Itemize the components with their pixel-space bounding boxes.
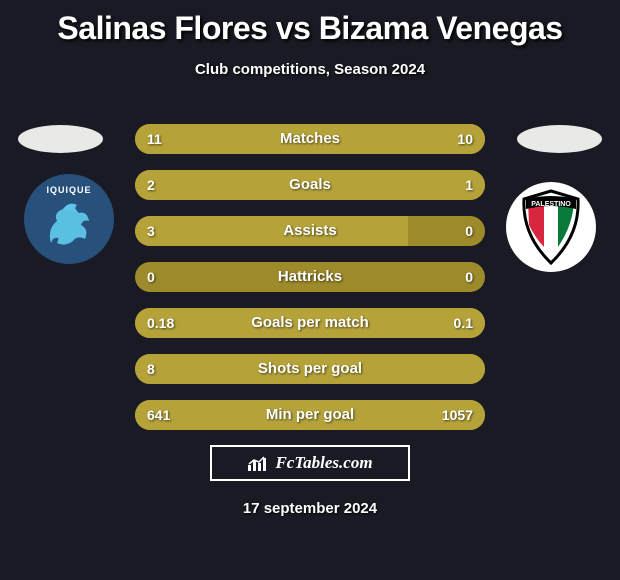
stat-value-right: 1	[465, 170, 473, 200]
stat-value-right: 0	[465, 262, 473, 292]
stat-row: Assists3 0	[135, 216, 485, 246]
stat-label: Hattricks	[135, 262, 485, 292]
stat-row: Shots per goal8	[135, 354, 485, 384]
team-badge-left: IQUIQUE	[24, 174, 114, 264]
stat-value-right: 0	[465, 216, 473, 246]
stat-value-right: 10	[457, 124, 473, 154]
svg-text:PALESTINO: PALESTINO	[531, 201, 571, 208]
player-pill-right	[517, 125, 602, 153]
stat-label: Goals	[135, 170, 485, 200]
chart-icon	[247, 454, 269, 472]
stat-label: Shots per goal	[135, 354, 485, 384]
stat-row: Hattricks0 0	[135, 262, 485, 292]
team-badge-right: PALESTINO	[506, 182, 596, 272]
team-badge-left-label: IQUIQUE	[29, 185, 109, 195]
stat-value-left: 641	[147, 400, 170, 430]
stat-row: Matches11 10	[135, 124, 485, 154]
stat-label: Goals per match	[135, 308, 485, 338]
stat-value-left: 8	[147, 354, 155, 384]
stat-label: Assists	[135, 216, 485, 246]
stat-row: Goals per match0.18 0.1	[135, 308, 485, 338]
player-pill-left	[18, 125, 103, 153]
page-subtitle: Club competitions, Season 2024	[0, 61, 620, 78]
stat-row: Min per goal641 1057	[135, 400, 485, 430]
stat-value-left: 0	[147, 262, 155, 292]
stat-value-left: 11	[147, 124, 162, 154]
stat-value-right: 0.1	[454, 308, 473, 338]
date-text: 17 september 2024	[0, 500, 620, 517]
page-title: Salinas Flores vs Bizama Venegas	[0, 0, 620, 47]
stat-value-left: 2	[147, 170, 155, 200]
brand-text: FcTables.com	[275, 453, 372, 473]
stat-label: Min per goal	[135, 400, 485, 430]
stat-row: Goals2 1	[135, 170, 485, 200]
shield-icon: PALESTINO	[516, 187, 586, 267]
stat-value-left: 3	[147, 216, 155, 246]
brand-box: FcTables.com	[210, 445, 410, 481]
stat-value-left: 0.18	[147, 308, 174, 338]
dragon-icon	[43, 199, 95, 251]
stat-value-right: 1057	[442, 400, 473, 430]
stats-panel: Matches1110Goals21Assists30Hattricks00Go…	[135, 124, 485, 446]
stat-label: Matches	[135, 124, 485, 154]
